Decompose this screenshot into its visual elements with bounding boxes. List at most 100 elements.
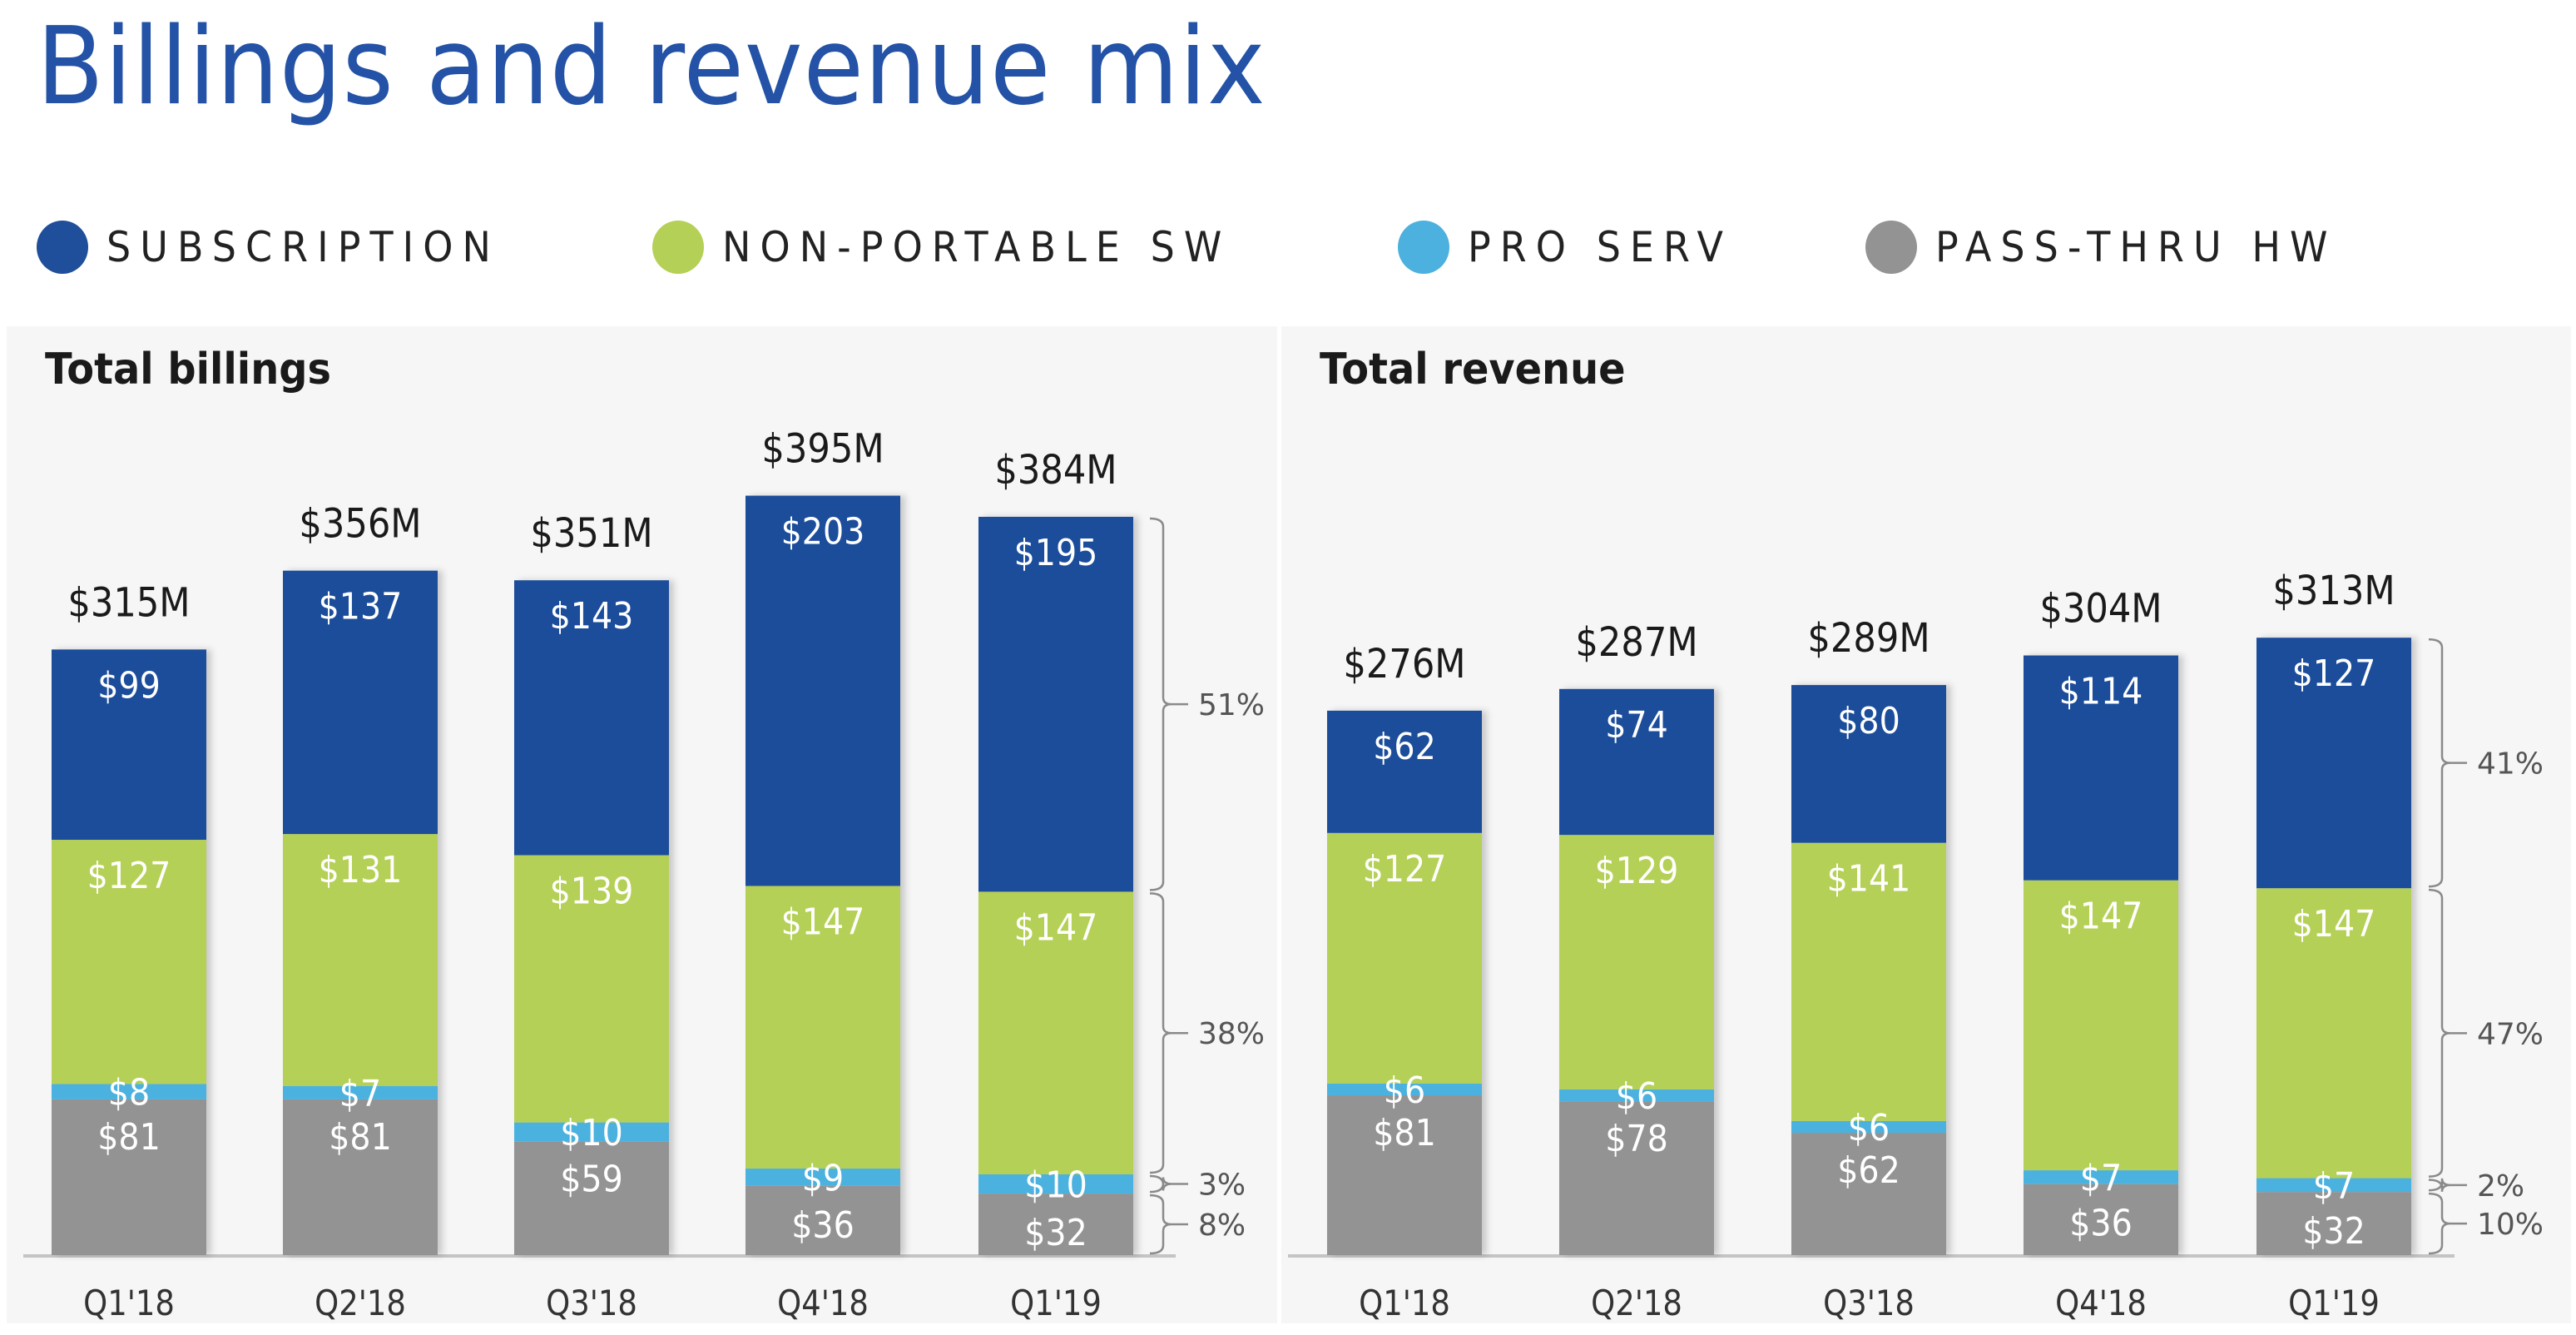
x-tick-label: Q2'18 <box>315 1283 406 1324</box>
billings-chart-title: Total billings <box>45 345 331 395</box>
mix-bracket <box>2428 638 2467 888</box>
bar-segment-pass-thru-hw <box>2256 1192 2411 1255</box>
bar-stack <box>2024 655 2178 1255</box>
bar-total-label: $289M <box>1807 615 1930 662</box>
bar-segment-non-portable-sw <box>283 834 438 1086</box>
bar-segment-non-portable-sw <box>52 840 206 1084</box>
bar-segment-subscription <box>1327 710 1482 833</box>
bar-segment-subscription <box>2256 638 2411 889</box>
x-tick-label: Q4'18 <box>2055 1283 2147 1324</box>
revenue-chart-panel: Total revenue $81 $6 $127 $62 $276M Q1'18 $78 $… <box>1281 326 2571 1324</box>
segment-value-label: $127 <box>2292 652 2376 695</box>
segment-value-label: $147 <box>1014 906 1098 949</box>
mix-bracket <box>2428 888 2467 1178</box>
segment-value-label: $81 <box>97 1115 161 1159</box>
segment-value-label: $131 <box>319 848 403 891</box>
bar-total-label: $315M <box>67 579 190 626</box>
segment-value-label: $78 <box>1605 1117 1668 1160</box>
bar-segment-pro-serv <box>1559 1089 1714 1102</box>
bar-stack <box>52 649 206 1255</box>
bar-segment-subscription <box>514 580 669 856</box>
segment-value-label: $62 <box>1837 1149 1900 1192</box>
bar-stack <box>283 570 438 1255</box>
bar-stack <box>1327 710 1482 1255</box>
bar-segment-non-portable-sw <box>978 891 1133 1174</box>
legend-item-subscription: SUBSCRIPTION <box>37 218 534 276</box>
x-tick-label: Q2'18 <box>1591 1283 1682 1324</box>
bar-segment-subscription <box>1559 688 1714 836</box>
bar-segment-pass-thru-hw <box>978 1194 1133 1255</box>
mix-percent-label: 38% <box>1198 1017 1265 1051</box>
bar-segment-pro-serv <box>514 1122 669 1142</box>
bar-segment-pass-thru-hw <box>2024 1184 2178 1255</box>
bar-total-label: $351M <box>530 510 652 557</box>
segment-value-label: $114 <box>2059 670 2143 713</box>
bar-segment-pro-serv <box>746 1169 900 1186</box>
billings-chart-panel: Total billings $81 $8 $127 $99 $315M Q1'18 $81… <box>7 326 1277 1324</box>
x-tick-label: Q3'18 <box>546 1283 637 1324</box>
bar-segment-non-portable-sw <box>1327 832 1482 1084</box>
legend: SUBSCRIPTION NON-PORTABLE SW PRO SERV PA… <box>37 218 2533 276</box>
legend-item-pass-thru-hw: PASS-THRU HW <box>1865 218 2372 276</box>
segment-value-label: $6 <box>1384 1069 1425 1112</box>
x-tick-label: Q3'18 <box>1823 1283 1915 1324</box>
segment-value-label: $10 <box>1024 1164 1087 1207</box>
legend-item-pro-serv: PRO SERV <box>1398 218 1756 276</box>
segment-value-label: $141 <box>1827 857 1911 901</box>
bar-segment-non-portable-sw <box>514 855 669 1123</box>
bar-total-label: $304M <box>2039 585 2162 632</box>
bar-segment-pass-thru-hw <box>52 1099 206 1255</box>
mix-percent-label: 8% <box>1198 1208 1246 1243</box>
bar-stack <box>746 495 900 1255</box>
bar-segment-non-portable-sw <box>1791 842 1946 1121</box>
legend-label: NON-PORTABLE SW <box>722 223 1231 271</box>
bar-total-label: $356M <box>299 500 421 547</box>
bar-total-label: $313M <box>2272 568 2395 614</box>
legend-item-non-portable-sw: NON-PORTABLE SW <box>652 218 1276 276</box>
pass-thru-hw-swatch-icon <box>1865 221 1917 274</box>
segment-value-label: $127 <box>87 854 171 897</box>
mix-bracket <box>1149 892 1188 1174</box>
legend-label: SUBSCRIPTION <box>107 223 500 271</box>
segment-value-label: $32 <box>1024 1211 1087 1254</box>
bar-segment-non-portable-sw <box>2256 888 2411 1179</box>
bar-segment-subscription <box>978 516 1133 892</box>
bar-stack <box>1791 685 1946 1255</box>
bar-stack <box>1559 688 1714 1255</box>
bar-segment-non-portable-sw <box>1559 835 1714 1089</box>
segment-value-label: $36 <box>791 1203 855 1247</box>
bar-segment-pro-serv <box>283 1085 438 1099</box>
mix-bracket <box>1149 517 1188 891</box>
segment-value-label: $7 <box>2080 1156 2122 1199</box>
bar-total-label: $276M <box>1343 641 1465 687</box>
bar-segment-pass-thru-hw <box>1791 1133 1946 1255</box>
segment-value-label: $59 <box>560 1158 623 1201</box>
segment-value-label: $7 <box>339 1072 381 1115</box>
segment-value-label: $8 <box>108 1071 150 1114</box>
bar-total-label: $287M <box>1575 619 1697 666</box>
segment-value-label: $139 <box>550 870 634 913</box>
bar-segment-pro-serv <box>2256 1178 2411 1193</box>
segment-value-label: $6 <box>1848 1106 1890 1149</box>
mix-percent-label: 10% <box>2477 1208 2544 1242</box>
revenue-chart-title: Total revenue <box>1320 345 1626 395</box>
segment-value-label: $129 <box>1595 849 1679 892</box>
legend-label: PRO SERV <box>1468 223 1733 271</box>
mix-bracket <box>1149 1174 1188 1194</box>
segment-value-label: $127 <box>1363 847 1447 891</box>
page-title: Billings and revenue mix <box>37 5 1266 129</box>
mix-bracket <box>2428 1192 2467 1255</box>
segment-value-label: $36 <box>2069 1202 2133 1245</box>
billings-chart: $81$8$127$99$315MQ1'18$81$7$131$137$356M… <box>23 425 1265 1324</box>
segment-value-label: $32 <box>2302 1209 2365 1253</box>
bar-total-label: $395M <box>761 425 884 472</box>
x-tick-label: Q1'19 <box>2288 1283 2380 1324</box>
segment-value-label: $137 <box>319 585 403 628</box>
mix-percent-label: 2% <box>2477 1169 2524 1203</box>
bar-segment-pass-thru-hw <box>746 1185 900 1255</box>
segment-value-label: $203 <box>781 510 865 553</box>
bar-stack <box>514 580 669 1255</box>
segment-value-label: $195 <box>1014 531 1098 574</box>
bar-stack <box>2256 638 2411 1255</box>
bar-segment-pro-serv <box>978 1174 1133 1194</box>
